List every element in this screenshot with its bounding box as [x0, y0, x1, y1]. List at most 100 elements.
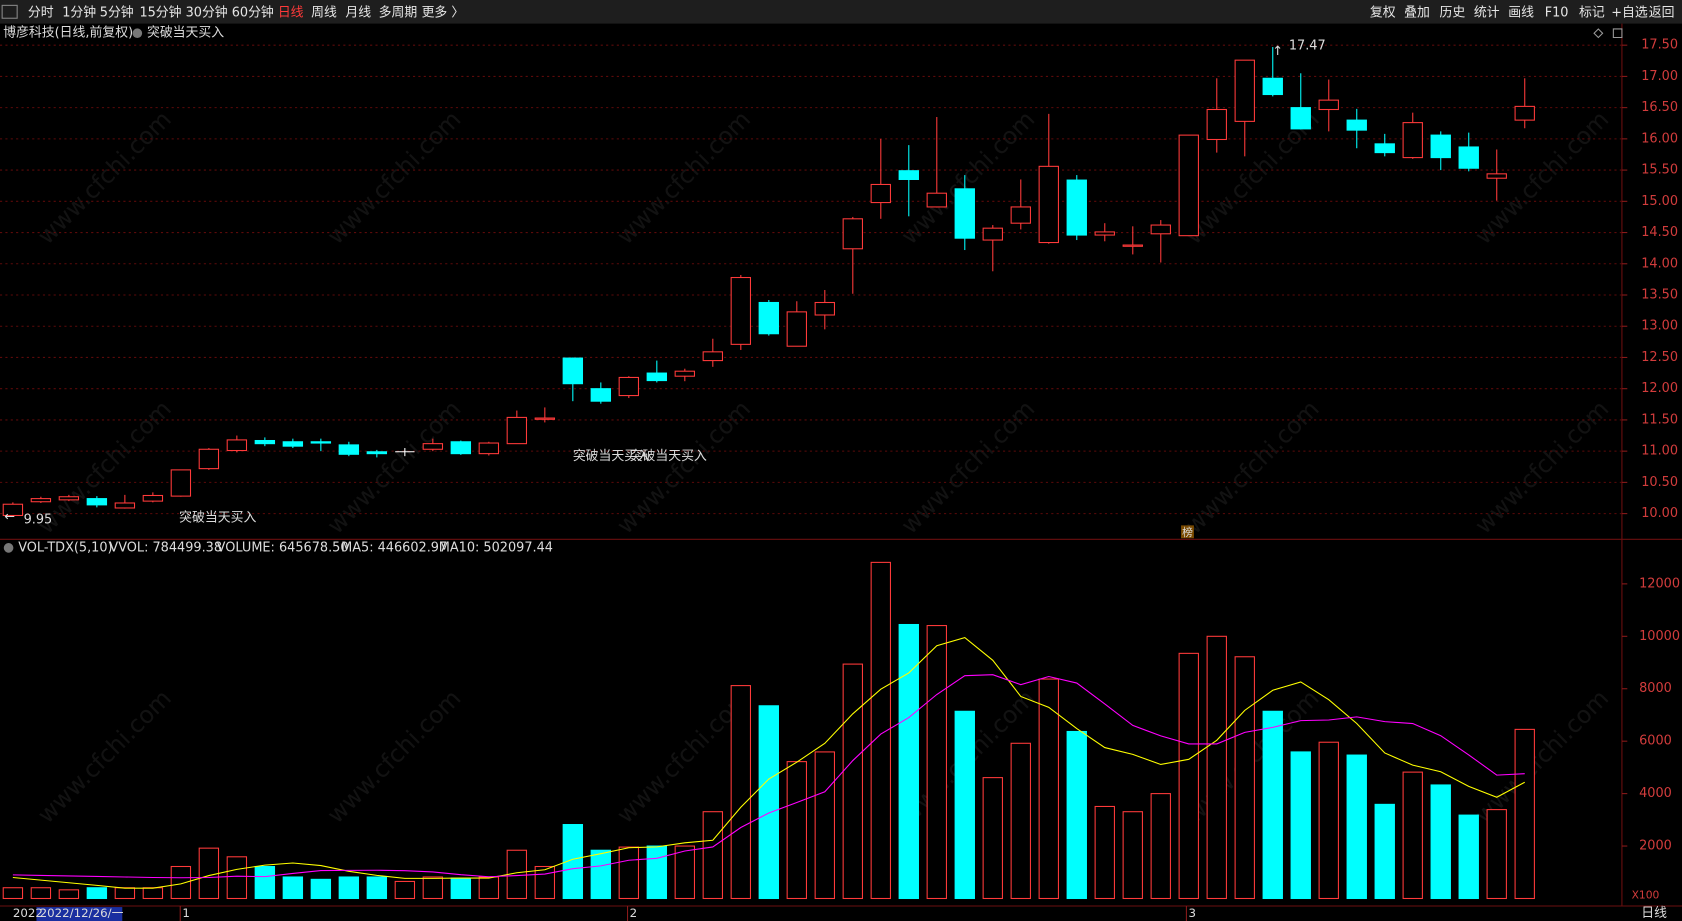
candle-body	[1402, 122, 1423, 159]
toolbar-icon[interactable]	[1, 4, 18, 19]
volume-bar	[842, 663, 863, 900]
grid	[0, 44, 1628, 921]
volume-bar	[2, 887, 24, 900]
candle-body	[590, 388, 612, 402]
candle-body	[926, 192, 947, 208]
candle-body	[1066, 179, 1087, 236]
toolbar-item[interactable]: 周线	[311, 5, 337, 20]
toolbar-item[interactable]: 标记	[1579, 5, 1605, 20]
candle-body	[1234, 59, 1255, 122]
candle-body	[422, 443, 444, 450]
y-tick-label: 12000	[1639, 576, 1680, 591]
candle-body	[170, 469, 192, 497]
candle-body	[534, 417, 556, 420]
volume-bar	[310, 878, 332, 900]
volume-bar	[450, 877, 472, 900]
toolbar-item[interactable]: 历史	[1440, 5, 1466, 20]
candle-body	[1430, 134, 1451, 159]
volume-unit: X100	[1632, 888, 1660, 901]
volume-title: VOL-TDX(5,10)	[18, 540, 112, 555]
y-tick-label: 10.50	[1641, 475, 1678, 490]
volume-bar	[1346, 754, 1367, 900]
y-tick-label: 16.50	[1641, 100, 1678, 115]
x-tick-label: 2	[630, 906, 638, 920]
toolbar-item[interactable]: 统计	[1474, 5, 1500, 20]
volume-bar	[870, 561, 891, 900]
volume-bar	[478, 876, 500, 900]
toolbar-item[interactable]: 15分钟	[139, 4, 181, 20]
toolbar-item[interactable]: 日线	[278, 5, 304, 20]
toolbar-item[interactable]: 1分钟	[62, 4, 96, 20]
candle-body	[30, 498, 52, 503]
volume-bar	[590, 849, 612, 900]
candle-body	[1038, 165, 1059, 244]
volume-bar	[1318, 741, 1339, 900]
y-tick-label: 12.00	[1641, 381, 1678, 396]
volume-bar	[198, 847, 220, 900]
candle-body	[1150, 224, 1171, 235]
volume-bar	[366, 876, 388, 900]
arrow: ←	[4, 509, 15, 524]
y-tick-label: 14.50	[1641, 225, 1678, 240]
toolbar-item[interactable]: 返回	[1649, 5, 1675, 20]
toolbar-item[interactable]: 更多 〉	[422, 5, 465, 20]
toolbar-item[interactable]: F10	[1545, 5, 1569, 20]
y-tick-label: 10.00	[1641, 506, 1678, 521]
legend-entry: MA10: 502097.44	[439, 540, 553, 555]
candle-body	[674, 370, 696, 377]
toolbar-item[interactable]: 5分钟	[100, 4, 134, 20]
x-tick-label: 2022	[13, 906, 43, 920]
candle-body	[1094, 231, 1115, 236]
candle-body	[114, 502, 136, 509]
candle-body	[506, 416, 528, 445]
volume-bar	[142, 887, 164, 900]
toolbar-item[interactable]: 30分钟	[186, 4, 228, 20]
legend-entry: MA5: 446602.97	[341, 540, 447, 555]
panel-controls[interactable]	[1593, 28, 1623, 39]
marks	[2, 47, 1535, 921]
volume-bar	[1150, 793, 1171, 900]
candle-body	[1206, 108, 1227, 141]
volume-bar	[1402, 771, 1423, 900]
y-tick-label: 15.50	[1641, 163, 1678, 178]
toolbar-item[interactable]: 多周期	[379, 5, 418, 20]
candle-body	[898, 170, 919, 180]
volume-bar	[1514, 728, 1535, 900]
badge-box	[1181, 525, 1194, 539]
volume-bar	[1486, 809, 1507, 900]
candle-body	[198, 448, 220, 470]
candle-body	[254, 439, 276, 445]
candle-body	[2, 503, 24, 517]
y-tick-label: 15.00	[1641, 194, 1678, 209]
candle-body	[142, 494, 164, 502]
candle-body	[366, 451, 388, 455]
toolbar-item[interactable]: 画线	[1508, 5, 1534, 20]
toolbar-item[interactable]: 分时	[28, 5, 54, 20]
toolbar-item[interactable]: +自选	[1611, 5, 1648, 20]
volume-bar	[982, 777, 1003, 900]
annotation: 突破当天买入	[179, 509, 256, 525]
toolbar-item[interactable]: 叠加	[1404, 5, 1430, 20]
ma-line	[12, 636, 1525, 889]
volume-bar	[646, 845, 668, 900]
volume-icon[interactable]	[3, 543, 14, 553]
legend-entry: VOLUME: 645678.50	[217, 540, 349, 555]
volume-bar	[86, 887, 108, 900]
toolbar-item[interactable]: 60分钟	[232, 4, 274, 20]
volume-bar	[562, 824, 584, 900]
y-tick-label: 12.50	[1641, 350, 1678, 365]
volume-bar	[534, 865, 556, 900]
candle-body	[646, 372, 668, 382]
high-label: 17.47	[1289, 38, 1326, 53]
volume-bar	[730, 685, 752, 900]
toolbar-item[interactable]: 月线	[345, 5, 371, 20]
candle-body	[1122, 244, 1143, 247]
volume-bar	[394, 880, 416, 900]
y-tick-label: 17.00	[1641, 69, 1678, 84]
indicator-icon[interactable]	[132, 28, 143, 39]
volume-bar	[30, 887, 52, 900]
toolbar-item[interactable]: 复权	[1370, 4, 1396, 20]
y-tick-label: 16.00	[1641, 131, 1678, 146]
candle-body	[758, 301, 779, 335]
